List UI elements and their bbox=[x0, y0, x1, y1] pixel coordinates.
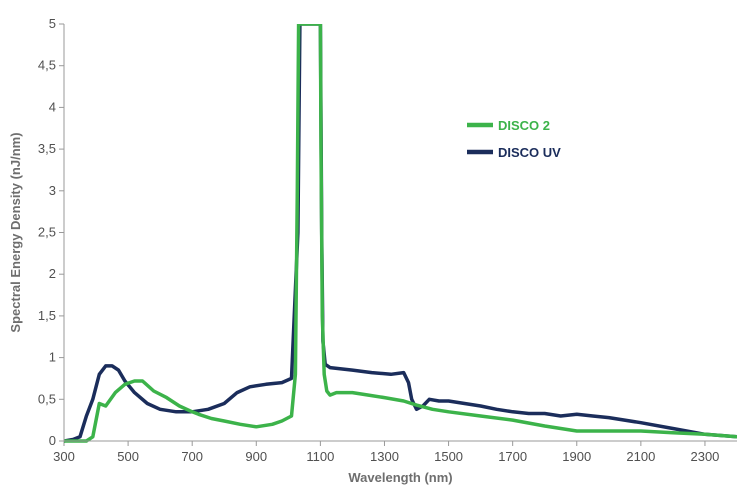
series-lines bbox=[64, 24, 737, 443]
y-tick-label: 4,5 bbox=[38, 58, 56, 73]
series-line-disco-uv bbox=[64, 24, 737, 443]
x-tick-label: 300 bbox=[53, 449, 75, 464]
legend: DISCO 2 DISCO UV bbox=[467, 118, 561, 160]
x-tick-label: 500 bbox=[117, 449, 139, 464]
series-line-disco-2 bbox=[64, 24, 737, 443]
x-tick-label: 1100 bbox=[306, 449, 334, 464]
y-tick-label: 0,5 bbox=[38, 391, 56, 406]
y-tick-label: 4 bbox=[49, 99, 56, 114]
x-axis-title: Wavelength (nm) bbox=[348, 470, 452, 485]
legend-label-disco-2: DISCO 2 bbox=[498, 118, 550, 133]
y-tick-label: 2,5 bbox=[38, 225, 56, 240]
x-tick-label: 1500 bbox=[434, 449, 463, 464]
y-tick-label: 3,5 bbox=[38, 141, 56, 156]
y-tick-label: 3 bbox=[49, 183, 56, 198]
y-tick-label: 5 bbox=[49, 16, 56, 31]
x-tick-label: 1900 bbox=[562, 449, 591, 464]
y-tick-label: 1,5 bbox=[38, 308, 56, 323]
x-tick-label: 2100 bbox=[626, 449, 655, 464]
y-tick-label: 2 bbox=[49, 266, 56, 281]
y-axis-title: Spectral Energy Density (nJ/nm) bbox=[8, 132, 23, 332]
x-tick-label: 1700 bbox=[498, 449, 527, 464]
x-tick-label: 900 bbox=[245, 449, 267, 464]
legend-label-disco-uv: DISCO UV bbox=[498, 145, 561, 160]
y-tick-label: 1 bbox=[49, 350, 56, 365]
x-axis-ticks: 300 500 700 900 1100 1300 1500 1700 1900 2100 2300 bbox=[53, 441, 719, 464]
y-tick-label: 0 bbox=[49, 433, 56, 448]
y-axis-ticks: 0 0,5 1 1,5 2 2,5 3 3,5 4 4,5 5 bbox=[38, 16, 64, 448]
x-tick-label: 1300 bbox=[370, 449, 399, 464]
x-tick-label: 2300 bbox=[690, 449, 719, 464]
x-tick-label: 700 bbox=[181, 449, 203, 464]
